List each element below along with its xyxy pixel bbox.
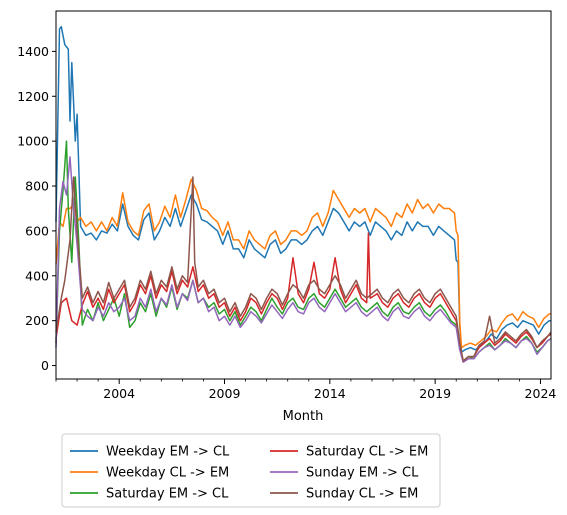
legend-label-1: Weekday CL -> EM	[106, 466, 229, 481]
legend-label-5: Sunday CL -> EM	[306, 487, 418, 502]
y-tick-label-5: 1000	[17, 134, 49, 149]
y-tick-label-0: 0	[41, 358, 49, 373]
y-tick-label-4: 800	[25, 179, 49, 194]
series-line-0	[55, 25, 551, 353]
x-axis-label: Month	[283, 409, 324, 424]
legend-frame	[61, 433, 441, 508]
series-line-5	[55, 176, 552, 362]
y-tick-label-3: 600	[25, 223, 49, 238]
plot-lines	[55, 25, 552, 363]
legend: Weekday EM -> CL Weekday CL -> EM Saturday…	[61, 433, 441, 508]
x-tick-label-2: 2014	[314, 386, 346, 401]
x-tick-label-4: 2024	[525, 386, 557, 401]
legend-label-0: Weekday EM -> CL	[106, 445, 230, 460]
x-axis: 2004 2009 2014 2019 2024	[55, 379, 557, 401]
y-tick-label-6: 1200	[17, 89, 49, 104]
series-line-1	[55, 178, 551, 349]
x-tick-label-3: 2019	[419, 386, 451, 401]
plot-area-frame	[55, 10, 552, 380]
y-tick-label-7: 1400	[17, 44, 49, 59]
series-line-4	[55, 156, 552, 363]
x-tick-label-1: 2009	[209, 386, 241, 401]
legend-label-3: Saturday CL -> EM	[306, 445, 428, 460]
legend-label-4: Sunday EM -> CL	[306, 466, 419, 481]
legend-label-2: Saturday EM -> CL	[106, 487, 229, 502]
x-tick-label-0: 2004	[103, 386, 135, 401]
y-tick-label-2: 400	[25, 268, 49, 283]
y-tick-label-1: 200	[25, 313, 49, 328]
series-line-2	[55, 140, 552, 362]
y-axis: 0 200 400 600 800 1000 1200 1400	[17, 44, 56, 373]
